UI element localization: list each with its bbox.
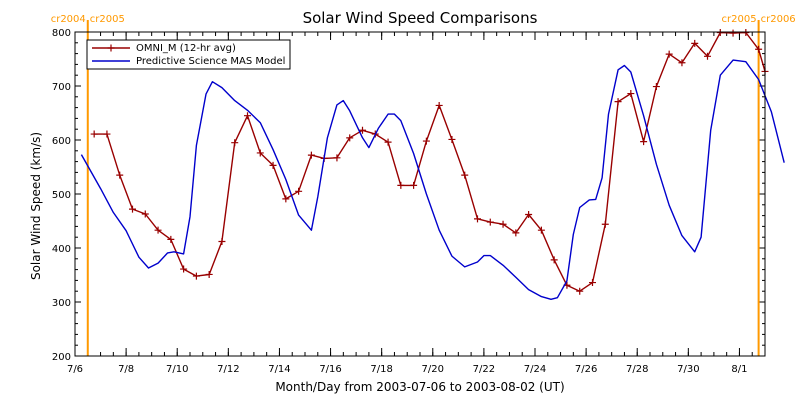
data-point-omni [486, 218, 494, 226]
data-point-omni [614, 98, 622, 106]
x-tick-label: 8/1 [731, 364, 747, 375]
x-tick-label: 7/10 [166, 364, 188, 375]
data-point-omni [512, 229, 520, 237]
data-point-omni [704, 52, 711, 60]
data-point-omni [640, 138, 648, 146]
rotation-marker-label-right: cr2005 [90, 14, 125, 25]
data-point-omni [678, 59, 686, 67]
data-point-omni [742, 29, 750, 37]
series-layer [80, 29, 785, 300]
data-point-omni [422, 137, 430, 145]
data-point-omni [295, 187, 303, 195]
data-point-omni [180, 265, 188, 273]
data-point-omni [499, 220, 507, 228]
x-tick-label: 7/6 [67, 364, 83, 375]
y-tick-label: 800 [52, 28, 71, 39]
x-tick-label: 7/14 [268, 364, 290, 375]
y-tick-label: 500 [52, 190, 71, 201]
data-point-omni [550, 256, 558, 264]
data-point-omni [154, 226, 162, 234]
data-point-omni [205, 270, 213, 278]
chart-title: Solar Wind Speed Comparisons [303, 9, 538, 27]
data-point-omni [231, 139, 239, 147]
rotation-markers: cr2004 cr2005 cr2005 cr2006 [51, 14, 796, 356]
data-point-omni [576, 287, 584, 295]
data-point-omni [410, 181, 418, 189]
data-point-omni [384, 138, 392, 146]
data-point-omni [435, 101, 443, 109]
data-point-omni [269, 161, 277, 169]
data-point-omni [665, 50, 673, 58]
data-point-omni [448, 135, 456, 143]
data-point-omni [397, 181, 405, 189]
x-tick-label: 7/20 [422, 364, 444, 375]
data-point-omni [244, 112, 251, 120]
data-point-omni [141, 210, 149, 218]
data-point-omni [282, 195, 290, 203]
data-point-omni [474, 215, 481, 223]
data-point-omni [627, 90, 635, 98]
x-tick-label: 7/30 [677, 364, 699, 375]
data-point-omni [192, 272, 200, 280]
data-point-omni [729, 29, 737, 37]
data-point-omni [716, 29, 724, 37]
y-tick-label: 600 [52, 136, 71, 147]
data-point-omni [218, 238, 226, 246]
rotation-marker-label-left: cr2005 [722, 14, 757, 25]
rotation-marker-label-left: cr2004 [51, 14, 86, 25]
data-point-omni [537, 226, 545, 234]
data-point-omni [103, 130, 111, 138]
x-tick-label: 7/26 [575, 364, 597, 375]
x-tick-label: 7/8 [118, 364, 134, 375]
y-tick-label: 400 [52, 244, 71, 255]
y-tick-label: 200 [52, 352, 71, 363]
x-tick-label: 7/12 [217, 364, 239, 375]
y-axis-label: Solar Wind Speed (km/s) [29, 132, 43, 280]
data-point-omni [589, 279, 596, 287]
data-point-omni [601, 220, 609, 228]
legend-label-mas: Predictive Science MAS Model [136, 56, 285, 67]
axis-ticks: 200 300 400 500 600 700 800 7/6 7/8 7/10 7/12 7/14 7… [52, 28, 766, 375]
x-tick-label: 7/24 [524, 364, 546, 375]
series-line-mas [80, 59, 785, 300]
x-tick-label: 7/28 [626, 364, 648, 375]
y-tick-label: 700 [52, 82, 71, 93]
legend-marker-omni [107, 44, 115, 52]
x-tick-label: 7/18 [370, 364, 392, 375]
data-point-omni [307, 151, 315, 159]
y-tick-label: 300 [52, 298, 71, 309]
data-point-omni [755, 45, 763, 53]
data-point-omni [346, 134, 354, 142]
data-point-omni [90, 130, 98, 138]
legend: OMNI_M (12-hr avg) Predictive Science MA… [86, 39, 291, 70]
x-tick-label: 7/22 [473, 364, 495, 375]
data-point-omni [333, 154, 341, 162]
data-point-omni [652, 83, 660, 91]
data-point-omni [461, 171, 469, 179]
data-point-omni [691, 39, 699, 47]
legend-box [86, 39, 291, 70]
data-point-omni [359, 126, 366, 134]
data-point-omni [525, 211, 533, 219]
plot-frame [74, 31, 766, 357]
data-point-omni [167, 235, 175, 243]
data-point-omni [256, 149, 264, 157]
rotation-marker-label-right: cr2006 [761, 14, 796, 25]
legend-label-omni: OMNI_M (12-hr avg) [136, 43, 236, 54]
data-point-omni [116, 171, 124, 179]
x-axis-label: Month/Day from 2003-07-06 to 2003-08-02 … [275, 380, 564, 394]
data-point-omni [129, 205, 136, 213]
x-tick-label: 7/16 [319, 364, 341, 375]
